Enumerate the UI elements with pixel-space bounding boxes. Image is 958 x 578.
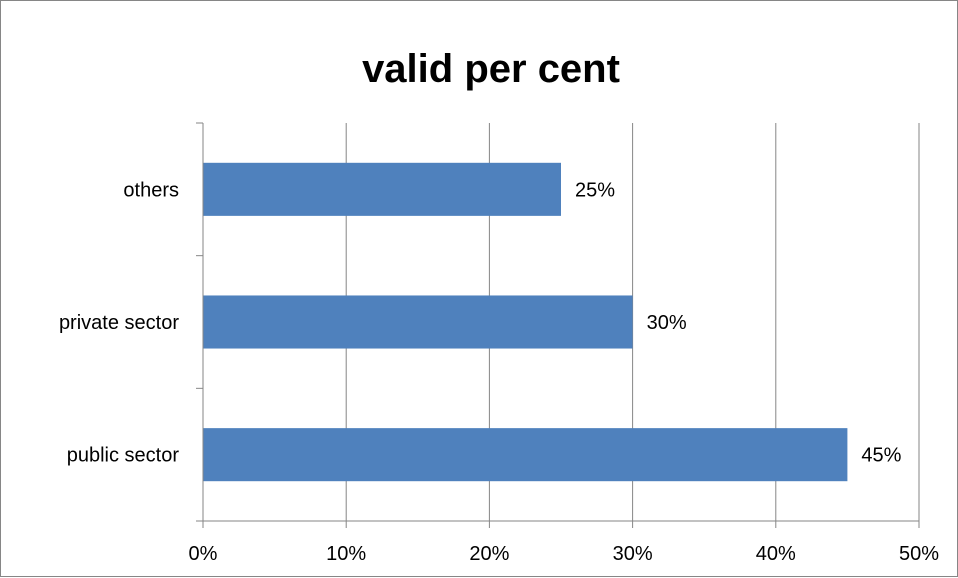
data-label: 45%	[861, 445, 901, 467]
bar-private-sector	[203, 295, 633, 349]
category-label: private sector	[59, 312, 179, 334]
bars	[203, 162, 848, 482]
chart-title: valid per cent	[362, 47, 620, 91]
data-label: 30%	[647, 312, 687, 334]
category-label: others	[123, 179, 179, 201]
axes	[196, 122, 920, 528]
labels: 0% 10% 20% 30% 40% 50% public sector 45% private…	[59, 179, 939, 565]
x-tick-label: 30%	[613, 543, 653, 565]
category-label: public sector	[67, 445, 180, 467]
x-tick-label: 20%	[469, 543, 509, 565]
x-tick-label: 40%	[756, 543, 796, 565]
data-label: 25%	[575, 179, 615, 201]
x-tick-label: 0%	[189, 543, 218, 565]
bar-public-sector	[203, 428, 848, 482]
bar-others	[203, 162, 561, 216]
x-tick-label: 10%	[326, 543, 366, 565]
x-tick-label: 50%	[899, 543, 939, 565]
